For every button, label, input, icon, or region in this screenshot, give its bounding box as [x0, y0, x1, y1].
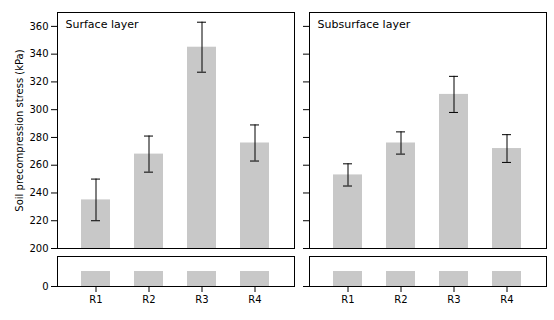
svg-text:200: 200 — [29, 243, 48, 252]
svg-text:340: 340 — [29, 48, 48, 59]
svg-text:R4: R4 — [248, 294, 261, 305]
svg-text:360: 360 — [29, 21, 48, 32]
svg-text:260: 260 — [29, 159, 48, 170]
svg-text:R4: R4 — [500, 294, 513, 305]
svg-text:240: 240 — [29, 187, 48, 198]
svg-text:R1: R1 — [341, 294, 354, 305]
svg-text:R3: R3 — [447, 294, 460, 305]
svg-text:R2: R2 — [394, 294, 407, 305]
svg-text:320: 320 — [29, 76, 48, 87]
svg-text:300: 300 — [29, 104, 48, 115]
svg-text:Soil precompression stress (kP: Soil precompression stress (kPa) — [14, 49, 25, 211]
svg-text:R3: R3 — [195, 294, 208, 305]
svg-text:280: 280 — [29, 132, 48, 143]
svg-text:Surface layer: Surface layer — [66, 18, 139, 31]
svg-text:R2: R2 — [142, 294, 155, 305]
svg-text:220: 220 — [29, 215, 48, 226]
svg-text:0: 0 — [42, 281, 48, 292]
svg-text:Subsurface layer: Subsurface layer — [318, 18, 411, 31]
svg-text:R1: R1 — [89, 294, 102, 305]
